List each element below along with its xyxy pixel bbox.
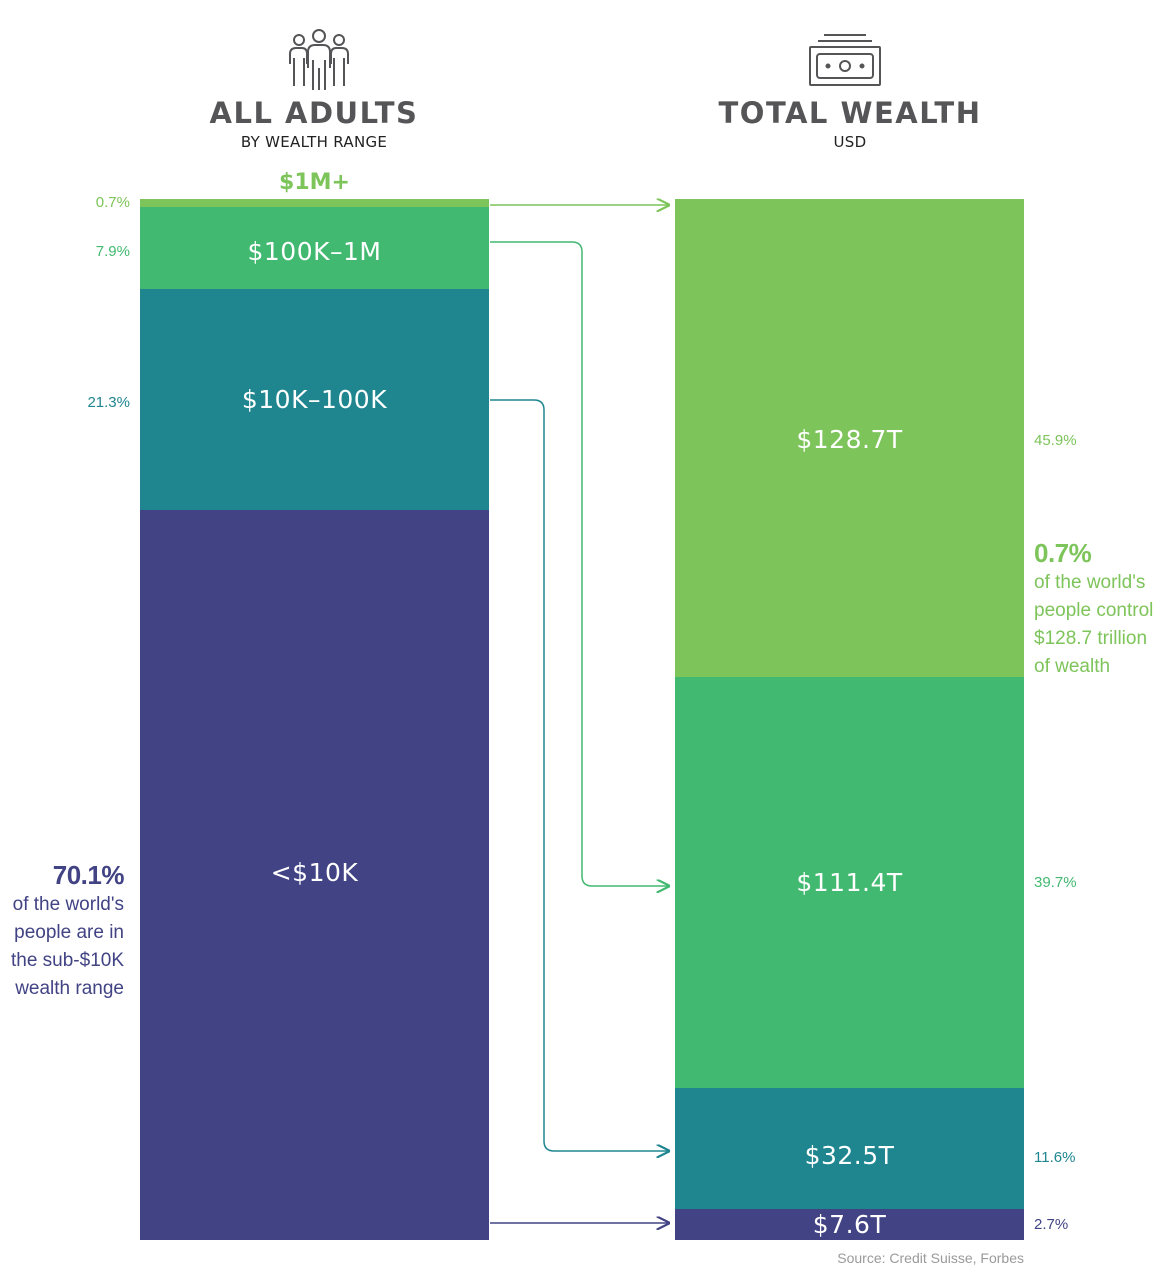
people-icon (286, 28, 352, 92)
left-pct-1m-plus: 0.7% (95, 194, 130, 211)
arrow-100k-1m (490, 241, 670, 886)
left-bar-label-100k-1m: $100K–1M (247, 237, 382, 266)
right-note-line: of the world's (1034, 572, 1146, 593)
left-header-title: ALL ADULTS (209, 96, 419, 130)
right-note-number: 0.7% (1034, 538, 1092, 568)
right-bar-value-1m-plus: $128.7T (796, 425, 903, 454)
left-note-line: people are in (14, 922, 124, 943)
left-bar-label-10k-100k: $10K–100K (241, 385, 388, 414)
left-pct-10k-100k: 21.3% (87, 394, 130, 411)
left-note: 70.1% of the world's people are in the s… (10, 860, 125, 1003)
left-bar-segment-10k-100k: $10K–100K (140, 289, 489, 510)
right-share-10k-100k: 11.6% (1034, 1149, 1076, 1166)
right-bar-segment-10k-100k: $32.5T (675, 1088, 1024, 1209)
left-note-number: 70.1% (52, 860, 125, 890)
right-note-line: $128.7 trillion (1034, 628, 1148, 649)
left-bar-segment-1m-plus (140, 199, 489, 207)
left-note-line: wealth range (15, 978, 124, 999)
source-credit: Source: Credit Suisse, Forbes (837, 1250, 1024, 1266)
arrow-10k-100k (490, 399, 670, 1151)
right-bar-value-under-10k: $7.6T (812, 1210, 887, 1239)
left-bar-segment-under-10k: <$10K (140, 510, 489, 1240)
left-header-subtitle: BY WEALTH RANGE (240, 133, 388, 151)
left-note-line: the sub-$10K (10, 950, 124, 971)
right-note-line: of wealth (1034, 656, 1111, 677)
right-share-1m-plus: 45.9% (1034, 432, 1077, 449)
right-bar-value-10k-100k: $32.5T (804, 1141, 895, 1170)
left-bar-segment-100k-1m: $100K–1M (140, 207, 489, 289)
right-share-100k-1m: 39.7% (1034, 874, 1077, 891)
right-bar-segment-under-10k: $7.6T (675, 1209, 1024, 1240)
right-bar-segment-100k-1m: $111.4T (675, 677, 1024, 1088)
right-bar-value-100k-1m: $111.4T (796, 868, 903, 897)
left-bar-label-under-10k: <$10K (270, 858, 359, 887)
left-bar-top-category-label: $1M+ (279, 170, 350, 195)
banknote-icon (808, 32, 882, 88)
right-header-subtitle: USD (833, 133, 867, 151)
left-pct-100k-1m: 7.9% (95, 243, 130, 260)
right-note: 0.7% of the world's people control $128.… (1034, 538, 1153, 681)
right-header-title: TOTAL WEALTH (718, 96, 982, 130)
right-share-under-10k: 2.7% (1034, 1216, 1069, 1233)
left-note-line: of the world's (12, 894, 124, 915)
right-note-line: people control (1034, 600, 1154, 621)
right-bar-segment-1m-plus: $128.7T (675, 199, 1024, 677)
